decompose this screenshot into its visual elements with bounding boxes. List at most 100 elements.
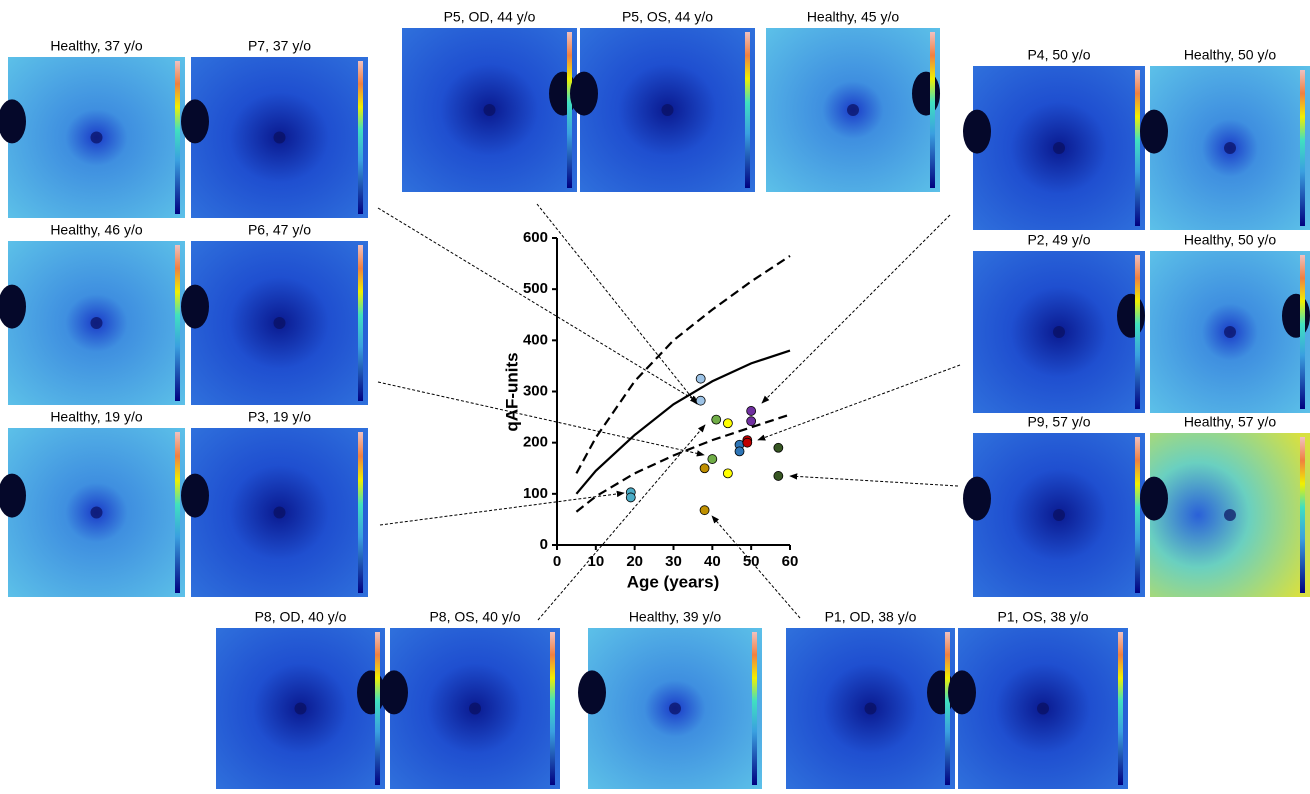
- arrow: [757, 364, 961, 441]
- image-panel: Healthy, 37 y/o: [0, 38, 185, 218]
- x-tick-label: 40: [704, 553, 721, 570]
- color-bar: [175, 432, 180, 593]
- color-bar: [375, 632, 380, 785]
- image-panel: P6, 47 y/o: [181, 222, 368, 405]
- arrow: [377, 207, 699, 403]
- fovea: [90, 317, 103, 329]
- curve: [575, 413, 791, 513]
- color-bar: [550, 632, 555, 785]
- y-tick-label: 200: [523, 434, 548, 451]
- curve: [575, 254, 791, 474]
- image-panel: P1, OD, 38 y/o: [786, 609, 955, 789]
- color-bar: [358, 61, 363, 214]
- image-panel: P5, OS, 44 y/o: [570, 9, 755, 192]
- fovea: [273, 131, 286, 144]
- panels: Healthy, 37 y/o P7, 37 y/o Healthy, 46 y/o…: [0, 9, 1310, 789]
- data-point: [773, 442, 784, 453]
- optic-disc: [181, 99, 209, 144]
- panel-label: Healthy, 19 y/o: [50, 409, 143, 425]
- fovea: [1224, 509, 1236, 521]
- data-point: [707, 454, 718, 464]
- x-tick-label: 60: [782, 553, 799, 570]
- x-tick-label: 30: [665, 553, 682, 570]
- fovea: [864, 702, 877, 715]
- fovea: [1224, 326, 1236, 338]
- panel-label: P8, OD, 40 y/o: [255, 609, 347, 625]
- chart: Age (years) qAF-units 0 10 20 30 40 50 6001002…: [502, 229, 798, 592]
- panel-label: Healthy, 50 y/o: [1184, 232, 1277, 248]
- image-panel: P9, 57 y/o: [963, 414, 1145, 597]
- data-point: [625, 492, 636, 503]
- panel-label: Healthy, 50 y/o: [1184, 47, 1277, 63]
- fovea: [273, 506, 286, 519]
- optic-disc: [0, 284, 26, 329]
- arrows: [377, 203, 961, 621]
- panel-label: Healthy, 37 y/o: [50, 38, 143, 54]
- image-panel: P7, 37 y/o: [181, 38, 368, 218]
- image-panel: Healthy, 46 y/o: [0, 222, 185, 405]
- image-panel: Healthy, 39 y/o: [578, 609, 762, 789]
- fovea: [1053, 142, 1065, 154]
- arrow: [761, 214, 951, 404]
- optic-disc: [0, 473, 26, 518]
- fovea: [90, 506, 103, 519]
- fovea: [661, 104, 674, 116]
- panel-label: P7, 37 y/o: [248, 38, 311, 54]
- arrow: [536, 203, 698, 405]
- x-tick-label: 20: [626, 553, 643, 570]
- data-point: [695, 373, 706, 384]
- panel-label: P8, OS, 40 y/o: [429, 609, 520, 625]
- fovea: [847, 104, 859, 116]
- optic-disc: [912, 71, 940, 116]
- optic-disc: [181, 284, 209, 329]
- optic-disc: [948, 670, 976, 715]
- fovea: [1053, 326, 1065, 338]
- data-point: [695, 395, 706, 406]
- color-bar: [1135, 255, 1140, 409]
- image-panel: Healthy, 50 y/o: [1150, 232, 1310, 413]
- optic-disc: [0, 99, 26, 144]
- arrow: [377, 381, 705, 457]
- optic-disc: [181, 473, 209, 518]
- x-axis-label: Age (years): [627, 572, 720, 591]
- fovea: [294, 702, 307, 715]
- image-panel: P3, 19 y/o: [181, 409, 368, 597]
- data-point: [746, 406, 757, 416]
- y-tick-label: 400: [523, 331, 548, 348]
- optic-disc: [1140, 109, 1168, 154]
- image-panel: P2, 49 y/o: [973, 232, 1145, 413]
- panel-label: P3, 19 y/o: [248, 409, 311, 425]
- image-panel: P4, 50 y/o: [963, 47, 1145, 230]
- panel-label: Healthy, 57 y/o: [1184, 414, 1277, 430]
- y-tick-label: 0: [540, 536, 548, 553]
- fovea: [90, 131, 103, 144]
- arrow: [789, 473, 959, 487]
- y-axis-label: qAF-units: [502, 352, 521, 431]
- panel-label: P9, 57 y/o: [1027, 414, 1090, 430]
- data-point: [722, 468, 733, 479]
- image-panel: Healthy, 50 y/o: [1140, 47, 1310, 230]
- image-panel: P8, OD, 40 y/o: [216, 609, 385, 789]
- optic-disc: [578, 670, 606, 715]
- image-panel: P5, OD, 44 y/o: [402, 9, 577, 192]
- color-bar: [752, 632, 757, 785]
- panel-label: P1, OS, 38 y/o: [997, 609, 1088, 625]
- optic-disc: [570, 71, 598, 116]
- color-bar: [358, 432, 363, 593]
- curve: [575, 349, 791, 495]
- data-point: [699, 463, 710, 474]
- color-bar: [1135, 70, 1140, 226]
- image-panel: Healthy, 57 y/o: [1140, 414, 1310, 597]
- color-bar: [930, 32, 935, 188]
- color-bar: [1300, 255, 1305, 409]
- optic-disc: [1117, 293, 1145, 338]
- optic-disc: [1282, 293, 1310, 338]
- fovea: [1053, 509, 1065, 521]
- data-point: [711, 414, 722, 425]
- color-bar: [1118, 632, 1123, 785]
- color-bar: [945, 632, 950, 785]
- color-bar: [567, 32, 572, 188]
- data-point: [746, 416, 757, 427]
- arrow: [711, 515, 801, 619]
- image-panel: Healthy, 45 y/o: [766, 9, 940, 192]
